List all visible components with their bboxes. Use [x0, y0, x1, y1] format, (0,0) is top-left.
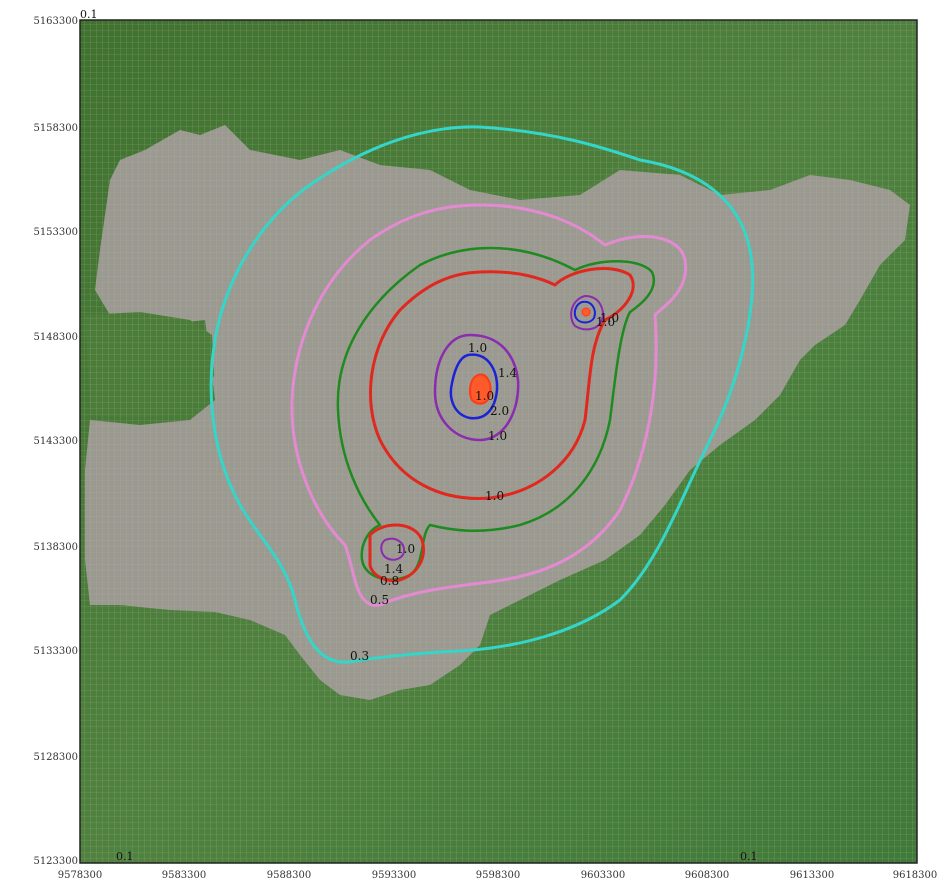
contour-label: 1.0	[468, 341, 487, 355]
contour-1-4-south	[380, 537, 406, 561]
contour-label: 0.8	[380, 574, 399, 588]
contour-2-0-east	[581, 307, 591, 317]
contour-0-8	[336, 246, 656, 581]
contour-1-4-main	[433, 333, 520, 442]
x-tick-label: 9583300	[162, 870, 207, 881]
corner-label-top-left: 0.1	[80, 8, 98, 21]
contour-label: 1.4	[498, 366, 517, 380]
x-tick-label: 9593300	[372, 870, 417, 881]
y-tick-label: 5148300	[33, 332, 78, 343]
contour-0-5	[290, 203, 688, 607]
contour-label: 1.0	[475, 389, 494, 403]
x-tick-label: 9588300	[267, 870, 312, 881]
contour-label: 1.0	[596, 315, 615, 329]
contour-lines	[209, 125, 755, 664]
y-tick-label: 5163300	[33, 16, 78, 27]
y-tick-label: 5138300	[33, 542, 78, 553]
x-tick-label: 9603300	[581, 870, 626, 881]
y-tick-label: 5153300	[33, 227, 78, 238]
contour-label: 1.0	[485, 489, 504, 503]
x-tick-label: 9598300	[476, 870, 521, 881]
y-tick-label: 5123300	[33, 856, 78, 867]
contour-labels: 0.3 0.5 1.0 1.0 1.4 2.0 1.0 1.4 1.0 1.0 …	[350, 311, 619, 663]
contour-1-4-east	[570, 295, 604, 331]
contour-2-0-main	[469, 373, 492, 405]
contour-1-5-east	[573, 300, 596, 324]
corner-label-bottom-right: 0.1	[740, 850, 758, 863]
contour-label: 0.3	[350, 649, 369, 663]
contour-label: 1.0	[488, 429, 507, 443]
contour-label: 1.0	[396, 542, 415, 556]
y-tick-label: 5128300	[33, 752, 78, 763]
grid-overlay	[80, 20, 917, 863]
contour-label: 1.4	[384, 562, 403, 576]
contour-label: 2.0	[490, 404, 509, 418]
x-tick-label: 9613300	[790, 870, 835, 881]
y-tick-label: 5143300	[33, 436, 78, 447]
x-tick-label: 9608300	[685, 870, 730, 881]
contour-label: 0.5	[370, 593, 389, 607]
contour-1-5-main	[449, 353, 499, 420]
contour-label: 1.0	[600, 311, 619, 325]
y-tick-label: 5158300	[33, 123, 78, 134]
x-tick-label: 9618300	[893, 870, 938, 881]
plot-frame	[79, 19, 918, 864]
x-tick-label: 9578300	[58, 870, 103, 881]
contour-0-3	[209, 125, 755, 664]
y-tick-label: 5133300	[33, 646, 78, 657]
x-axis: 9578300 9583300 9588300 9593300 9598300 …	[58, 870, 938, 881]
contour-1-0-main	[369, 267, 635, 500]
contour-1-0-south	[368, 523, 425, 583]
corner-label-bottom-left: 0.1	[116, 850, 134, 863]
y-axis: 5163300 5158300 5153300 5148300 5143300 …	[33, 16, 78, 867]
